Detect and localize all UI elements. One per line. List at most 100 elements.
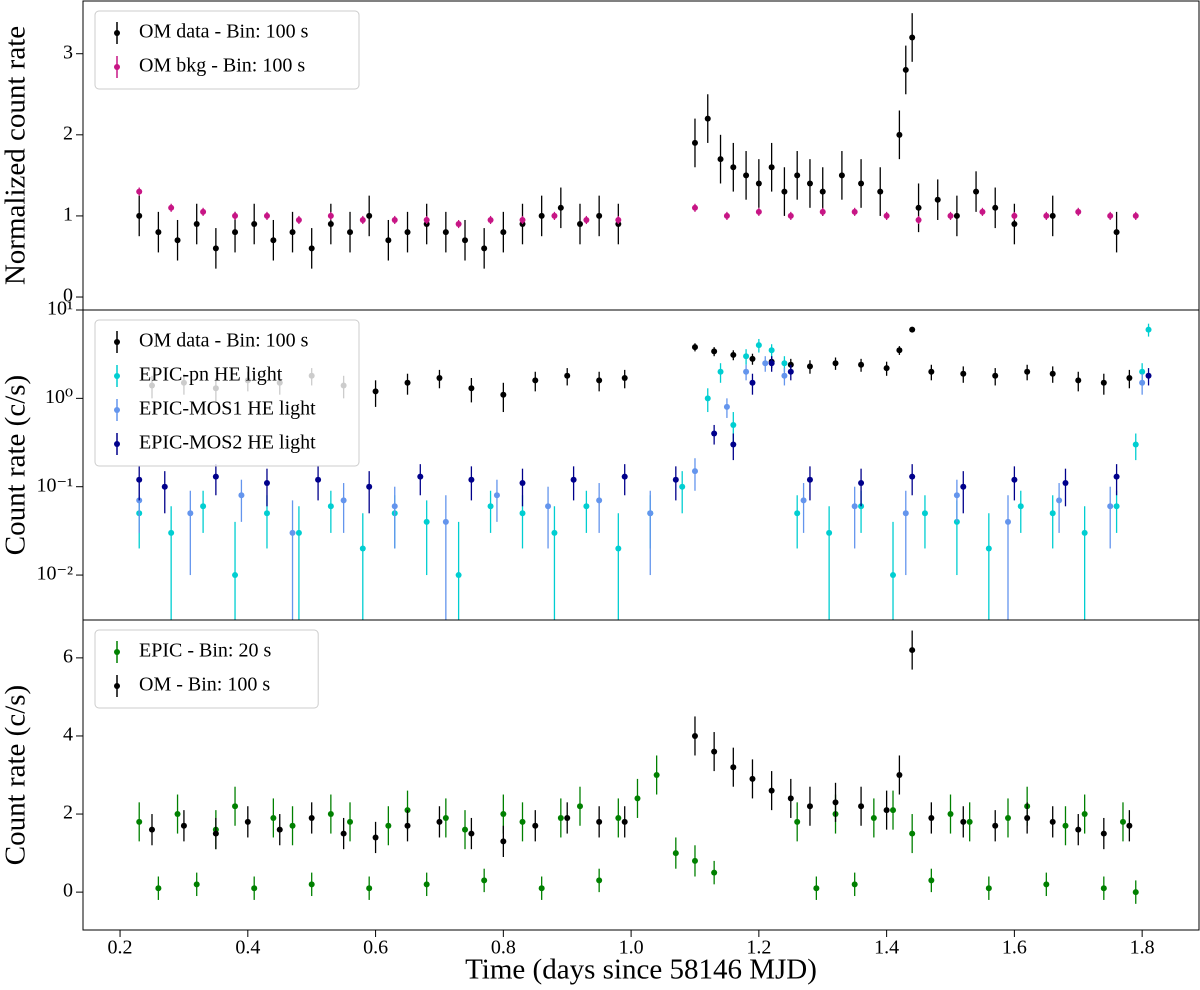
data-point	[973, 188, 980, 195]
data-point	[858, 803, 865, 810]
data-point	[289, 529, 296, 536]
series	[136, 13, 1120, 269]
data-point	[557, 814, 564, 821]
legend-label: OM - Bin: 100 s	[139, 674, 270, 696]
data-point	[768, 164, 775, 171]
data-point	[263, 480, 270, 487]
data-point	[1004, 518, 1011, 525]
y-tick-label: 6	[63, 645, 73, 667]
series	[136, 356, 1152, 514]
data-point	[519, 480, 526, 487]
data-point	[1126, 822, 1133, 829]
data-point	[327, 212, 334, 219]
data-point	[1049, 818, 1056, 825]
data-point	[1132, 441, 1139, 448]
data-point	[1075, 826, 1082, 833]
series	[136, 755, 1139, 904]
data-point	[838, 172, 845, 179]
data-point	[1081, 811, 1088, 818]
data-point	[960, 483, 967, 490]
legend-box	[94, 629, 319, 709]
data-point	[890, 807, 897, 814]
data-point	[717, 368, 724, 375]
data-point	[200, 503, 207, 510]
data-point	[768, 787, 775, 794]
data-point	[634, 795, 641, 802]
data-point	[596, 497, 603, 504]
data-point	[711, 869, 718, 876]
legend-marker	[114, 64, 120, 70]
y-tick-label: 10⁰	[45, 386, 73, 408]
data-point	[212, 473, 219, 480]
data-point	[391, 216, 398, 223]
data-point	[174, 811, 181, 818]
y-tick-label: 1	[63, 204, 73, 226]
data-point	[1126, 374, 1133, 381]
series	[136, 356, 1146, 620]
series	[136, 323, 1152, 620]
data-point	[404, 379, 411, 386]
data-point	[487, 216, 494, 223]
data-point	[308, 814, 315, 821]
x-tick-label: 1.0	[619, 937, 644, 959]
data-point	[596, 877, 603, 884]
x-tick-label: 1.8	[1130, 937, 1155, 959]
data-point	[180, 822, 187, 829]
data-point	[909, 326, 916, 333]
data-point	[576, 803, 583, 810]
data-point	[576, 221, 583, 228]
data-point	[858, 361, 865, 368]
data-point	[691, 857, 698, 864]
data-point	[1113, 473, 1120, 480]
data-point	[174, 237, 181, 244]
data-point	[1100, 830, 1107, 837]
data-point	[806, 803, 813, 810]
data-point	[928, 368, 935, 375]
legend-marker	[114, 373, 120, 379]
data-point	[858, 480, 865, 487]
data-point	[966, 818, 973, 825]
data-point	[755, 180, 762, 187]
data-point	[327, 221, 334, 228]
data-point	[289, 229, 296, 236]
data-point	[1062, 480, 1069, 487]
data-point	[781, 188, 788, 195]
data-point	[653, 772, 660, 778]
data-point	[934, 196, 941, 203]
data-point	[768, 347, 775, 354]
data-point	[270, 237, 277, 244]
data-point	[1100, 379, 1107, 386]
legend-marker	[114, 441, 120, 447]
data-point	[953, 492, 960, 499]
data-point	[979, 208, 986, 215]
data-point	[711, 430, 718, 437]
axes-frame	[82, 619, 1200, 931]
data-point	[928, 877, 935, 884]
data-point	[308, 245, 315, 252]
legend-box	[94, 319, 360, 467]
data-point	[263, 510, 270, 517]
data-point	[564, 814, 571, 821]
legend-label: OM data - Bin: 100 s	[139, 330, 309, 352]
data-point	[915, 204, 922, 211]
data-point	[519, 818, 526, 825]
data-point	[136, 212, 143, 219]
data-point	[813, 885, 820, 892]
legend-label: OM data - Bin: 100 s	[139, 21, 309, 43]
data-point	[168, 529, 175, 536]
data-point	[436, 818, 443, 825]
data-point	[385, 237, 392, 244]
data-point	[883, 807, 890, 814]
plot-area	[136, 323, 1152, 620]
data-point	[762, 360, 769, 367]
data-point	[730, 764, 737, 771]
data-point	[672, 850, 679, 857]
data-point	[1075, 377, 1082, 384]
data-point	[1132, 889, 1139, 896]
data-point	[161, 483, 168, 490]
data-point	[1024, 368, 1031, 375]
data-point	[551, 529, 558, 536]
legend-label: EPIC - Bin: 20 s	[139, 640, 271, 662]
data-point	[806, 476, 813, 483]
data-point	[244, 818, 251, 825]
